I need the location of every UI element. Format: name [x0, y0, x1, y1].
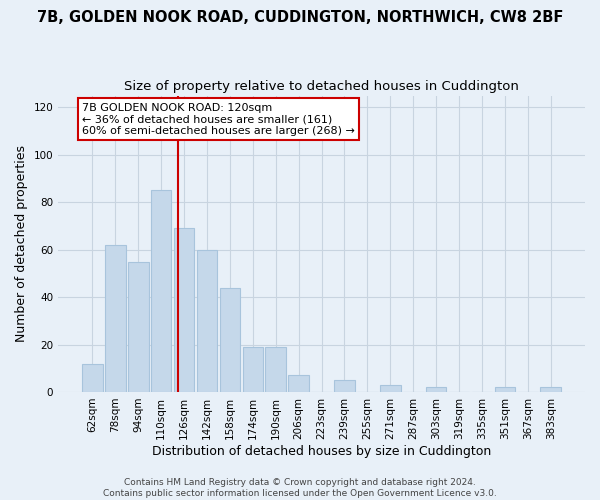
Y-axis label: Number of detached properties: Number of detached properties — [15, 146, 28, 342]
Bar — [494, 387, 515, 392]
Bar — [174, 228, 194, 392]
Bar — [242, 347, 263, 392]
Bar — [105, 245, 125, 392]
Text: 7B GOLDEN NOOK ROAD: 120sqm
← 36% of detached houses are smaller (161)
60% of se: 7B GOLDEN NOOK ROAD: 120sqm ← 36% of det… — [82, 102, 355, 136]
Bar — [541, 387, 561, 392]
Bar — [151, 190, 172, 392]
Bar — [426, 387, 446, 392]
Bar — [334, 380, 355, 392]
X-axis label: Distribution of detached houses by size in Cuddington: Distribution of detached houses by size … — [152, 444, 491, 458]
Bar — [197, 250, 217, 392]
Bar — [380, 385, 401, 392]
Bar — [128, 262, 149, 392]
Bar — [82, 364, 103, 392]
Text: Contains HM Land Registry data © Crown copyright and database right 2024.
Contai: Contains HM Land Registry data © Crown c… — [103, 478, 497, 498]
Bar — [289, 376, 309, 392]
Bar — [265, 347, 286, 392]
Title: Size of property relative to detached houses in Cuddington: Size of property relative to detached ho… — [124, 80, 519, 93]
Text: 7B, GOLDEN NOOK ROAD, CUDDINGTON, NORTHWICH, CW8 2BF: 7B, GOLDEN NOOK ROAD, CUDDINGTON, NORTHW… — [37, 10, 563, 25]
Bar — [220, 288, 240, 392]
